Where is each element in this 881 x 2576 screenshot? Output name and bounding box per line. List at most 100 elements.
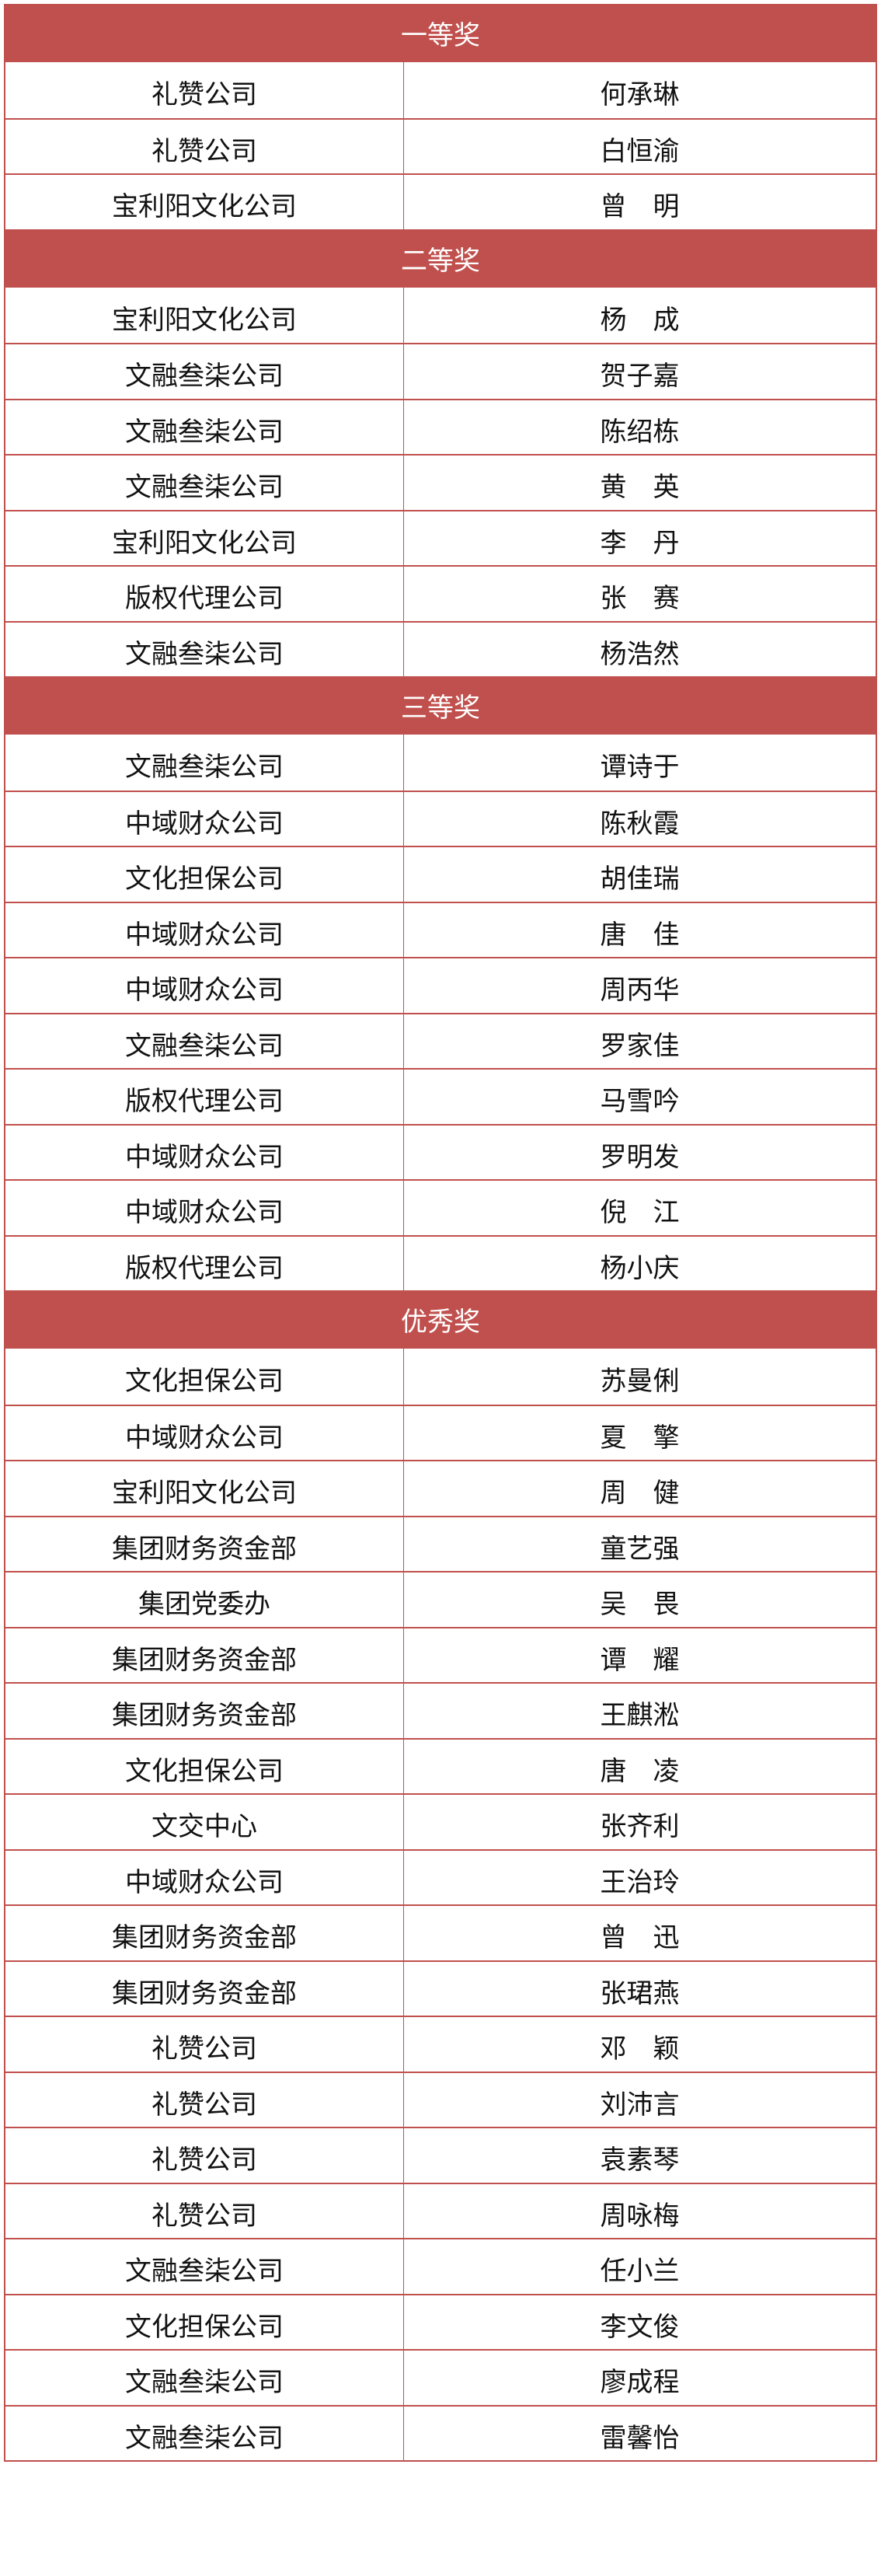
table-row: 文融叁柒公司 任小兰	[5, 2238, 876, 2294]
table-row: 文融叁柒公司 陈绍栋	[5, 398, 876, 454]
name-cell: 杨小庆	[600, 1252, 680, 1284]
company-cell: 版权代理公司	[5, 567, 404, 621]
name-cell: 周 健	[600, 1478, 680, 1510]
table-row: 礼赞公司 袁素琴	[5, 2127, 876, 2183]
company-cell: 版权代理公司	[5, 1236, 404, 1290]
name-cell: 何承琳	[600, 79, 680, 111]
section-header: 一等奖	[5, 4, 876, 62]
company-cell: 集团财务资金部	[5, 1517, 404, 1571]
company-cell: 文融叁柒公司	[5, 400, 404, 454]
company-cell: 文融叁柒公司	[5, 344, 404, 399]
table-row: 中域财众公司 夏 擎	[5, 1404, 876, 1460]
company-cell: 宝利阳文化公司	[5, 287, 404, 343]
company-cell: 文融叁柒公司	[5, 2406, 404, 2460]
table-row: 宝利阳文化公司 曾 明	[5, 173, 876, 229]
name-cell: 吴 畏	[600, 1589, 680, 1621]
table-row: 文化担保公司 苏曼俐	[5, 1349, 876, 1405]
table-row: 礼赞公司 何承琳	[5, 62, 876, 118]
name-cell: 曾 迅	[600, 1922, 680, 1954]
company-cell: 集团党委办	[5, 1572, 404, 1627]
table-row: 版权代理公司 杨小庆	[5, 1234, 876, 1290]
name-cell: 刘沛言	[600, 2089, 680, 2120]
name-cell: 黄 英	[600, 472, 680, 504]
table-row: 集团财务资金部 曾 迅	[5, 1904, 876, 1960]
company-cell: 文化担保公司	[5, 1739, 404, 1793]
company-cell: 文交中心	[5, 1795, 404, 1849]
table-row: 文融叁柒公司 罗家佳	[5, 1012, 876, 1068]
name-cell: 贺子嘉	[600, 361, 680, 393]
name-cell: 谭诗于	[600, 752, 680, 784]
name-cell: 马雪吟	[600, 1086, 680, 1118]
company-cell: 文融叁柒公司	[5, 622, 404, 676]
company-cell: 宝利阳文化公司	[5, 511, 404, 565]
table-row: 文融叁柒公司 雷馨怡	[5, 2404, 876, 2460]
company-cell: 文化担保公司	[5, 847, 404, 902]
company-cell: 中域财众公司	[5, 902, 404, 957]
company-cell: 集团财务资金部	[5, 1684, 404, 1738]
company-cell: 文化担保公司	[5, 2295, 404, 2349]
name-cell: 胡佳瑞	[600, 864, 680, 895]
company-cell: 礼赞公司	[5, 119, 404, 173]
company-cell: 集团财务资金部	[5, 1961, 404, 2016]
company-cell: 文融叁柒公司	[5, 2351, 404, 2405]
table-row: 版权代理公司 马雪吟	[5, 1068, 876, 1124]
company-cell: 文融叁柒公司	[5, 2239, 404, 2294]
company-cell: 礼赞公司	[5, 62, 404, 118]
company-cell: 宝利阳文化公司	[5, 175, 404, 229]
company-cell: 中域财众公司	[5, 1125, 404, 1179]
name-cell: 唐 佳	[600, 919, 680, 951]
company-cell: 中域财众公司	[5, 1405, 404, 1460]
name-cell: 白恒渝	[600, 135, 680, 167]
table-row: 中域财众公司 倪 江	[5, 1179, 876, 1235]
name-cell: 陈绍栋	[600, 416, 680, 448]
name-cell: 杨浩然	[600, 638, 680, 670]
table-row: 宝利阳文化公司 周 健	[5, 1460, 876, 1516]
table-row: 集团财务资金部 童艺强	[5, 1515, 876, 1571]
section-header: 优秀奖	[5, 1290, 876, 1349]
name-cell: 谭 耀	[600, 1644, 680, 1676]
name-cell: 唐 凌	[600, 1755, 680, 1787]
table-row: 宝利阳文化公司 杨 成	[5, 287, 876, 343]
table-row: 中域财众公司 王治玲	[5, 1848, 876, 1904]
table-row: 集团财务资金部 谭 耀	[5, 1626, 876, 1682]
company-cell: 版权代理公司	[5, 1070, 404, 1124]
company-cell: 礼赞公司	[5, 2128, 404, 2183]
table-row: 宝利阳文化公司 李 丹	[5, 509, 876, 565]
company-cell: 集团财务资金部	[5, 1628, 404, 1682]
name-cell: 夏 擎	[600, 1422, 680, 1454]
table-row: 版权代理公司 张 赛	[5, 565, 876, 621]
name-cell: 廖成程	[600, 2367, 680, 2399]
name-cell: 周丙华	[600, 975, 680, 1007]
name-cell: 袁素琴	[600, 2145, 680, 2176]
table-row: 文融叁柒公司 黄 英	[5, 454, 876, 510]
name-cell: 邓 颖	[600, 2033, 680, 2065]
company-cell: 礼赞公司	[5, 2072, 404, 2127]
table-row: 文化担保公司 唐 凌	[5, 1737, 876, 1793]
table-row: 文化担保公司 李文俊	[5, 2293, 876, 2349]
table-row: 礼赞公司 白恒渝	[5, 117, 876, 173]
name-cell: 倪 江	[600, 1197, 680, 1229]
name-cell: 张 赛	[600, 583, 680, 615]
name-cell: 陈秋霞	[600, 808, 680, 839]
table-row: 集团党委办 吴 畏	[5, 1571, 876, 1627]
company-cell: 文融叁柒公司	[5, 1014, 404, 1068]
table-row: 中域财众公司 唐 佳	[5, 901, 876, 957]
name-cell: 罗家佳	[600, 1030, 680, 1062]
name-cell: 杨 成	[600, 304, 680, 336]
company-cell: 宝利阳文化公司	[5, 1461, 404, 1516]
company-cell: 中域财众公司	[5, 1850, 404, 1904]
table-row: 文融叁柒公司 谭诗于	[5, 735, 876, 791]
table-row: 集团财务资金部 张珺燕	[5, 1960, 876, 2016]
company-cell: 中域财众公司	[5, 1181, 404, 1235]
table-row: 文融叁柒公司 杨浩然	[5, 620, 876, 676]
table-row: 中域财众公司 陈秋霞	[5, 790, 876, 846]
company-cell: 礼赞公司	[5, 2183, 404, 2238]
name-cell: 雷馨怡	[600, 2422, 680, 2454]
company-cell: 文融叁柒公司	[5, 735, 404, 791]
table-row: 礼赞公司 邓 颖	[5, 2016, 876, 2072]
company-cell: 文化担保公司	[5, 1349, 404, 1405]
name-cell: 张齐利	[600, 1811, 680, 1843]
table-row: 文交中心 张齐利	[5, 1793, 876, 1849]
section-header: 三等奖	[5, 676, 876, 735]
name-cell: 罗明发	[600, 1141, 680, 1173]
